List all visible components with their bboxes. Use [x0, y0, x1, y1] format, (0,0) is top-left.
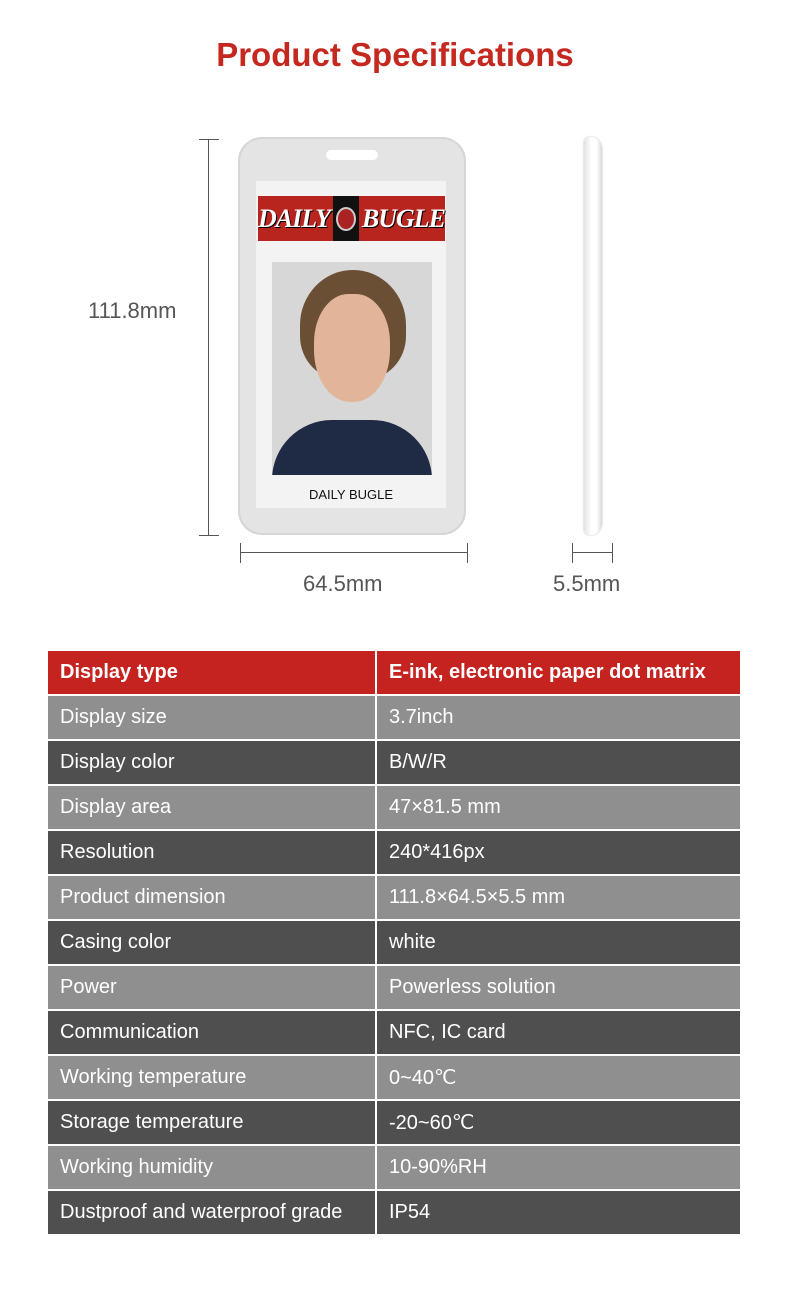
- spec-row: Working temperature 0~40℃: [46, 1054, 742, 1101]
- dimension-tick: [199, 535, 219, 536]
- spec-row: Display type E-ink, electronic paper dot …: [46, 649, 742, 696]
- width-label: 64.5mm: [303, 571, 383, 596]
- dimension-tick: [612, 543, 613, 563]
- spec-row: Resolution 240*416px: [46, 829, 742, 876]
- newspaper-logo: DAILY BUGLE: [258, 196, 446, 241]
- dimension-tick: [467, 543, 468, 563]
- height-label: 111.8mm: [88, 298, 177, 323]
- logo-text-right: BUGLE: [361, 203, 446, 233]
- spec-label: Dustproof and waterproof grade: [46, 1189, 377, 1236]
- spec-label: Working humidity: [46, 1144, 377, 1191]
- spec-label: Display type: [46, 649, 377, 696]
- thickness-dimension-line: [572, 552, 613, 553]
- spec-label: Product dimension: [46, 874, 377, 921]
- thickness-label: 5.5mm: [553, 571, 621, 596]
- eink-screen: DAILY BUGLE DAILY BUGLE: [256, 181, 446, 508]
- bugle-emblem-icon: [333, 196, 359, 241]
- spec-value: NFC, IC card: [375, 1009, 742, 1056]
- dimension-tick: [199, 139, 219, 140]
- spec-row: Casing color white: [46, 919, 742, 966]
- spec-value: 10-90%RH: [375, 1144, 742, 1191]
- spec-value: -20~60℃: [375, 1099, 742, 1146]
- badge-front-view: DAILY BUGLE DAILY BUGLE: [238, 137, 466, 535]
- spec-row: Storage temperature -20~60℃: [46, 1099, 742, 1146]
- spec-row: Communication NFC, IC card: [46, 1009, 742, 1056]
- logo-text-left: DAILY: [258, 203, 331, 233]
- portrait-photo: [272, 262, 432, 475]
- spec-value: 3.7inch: [375, 694, 742, 741]
- spec-value: white: [375, 919, 742, 966]
- badge-caption: DAILY BUGLE: [308, 487, 394, 502]
- spec-row: Working humidity 10-90%RH: [46, 1144, 742, 1191]
- lanyard-slot: [326, 150, 378, 160]
- spec-row: Power Powerless solution: [46, 964, 742, 1011]
- spec-label: Storage temperature: [46, 1099, 377, 1146]
- dimension-tick: [572, 543, 573, 563]
- spec-label: Display size: [46, 694, 377, 741]
- spec-value: 240*416px: [375, 829, 742, 876]
- spec-label: Communication: [46, 1009, 377, 1056]
- spec-value: IP54: [375, 1189, 742, 1236]
- spec-row: Display area 47×81.5 mm: [46, 784, 742, 831]
- spec-row: Display color B/W/R: [46, 739, 742, 786]
- spec-row: Product dimension 111.8×64.5×5.5 mm: [46, 874, 742, 921]
- spec-value: E-ink, electronic paper dot matrix: [375, 649, 742, 696]
- height-dimension-line: [208, 139, 209, 535]
- spec-label: Casing color: [46, 919, 377, 966]
- dimension-tick: [240, 543, 241, 563]
- spec-table: Display type E-ink, electronic paper dot …: [46, 649, 742, 1236]
- spec-label: Power: [46, 964, 377, 1011]
- spec-value: 47×81.5 mm: [375, 784, 742, 831]
- spec-row: Dustproof and waterproof grade IP54: [46, 1189, 742, 1236]
- spec-value: 0~40℃: [375, 1054, 742, 1101]
- spec-label: Display color: [46, 739, 377, 786]
- spec-label: Resolution: [46, 829, 377, 876]
- spec-value: 111.8×64.5×5.5 mm: [375, 874, 742, 921]
- spec-value: Powerless solution: [375, 964, 742, 1011]
- spec-value: B/W/R: [375, 739, 742, 786]
- width-dimension-line: [240, 552, 468, 553]
- spec-label: Display area: [46, 784, 377, 831]
- page-title: Product Specifications: [216, 36, 574, 73]
- spec-row: Display size 3.7inch: [46, 694, 742, 741]
- spec-label: Working temperature: [46, 1054, 377, 1101]
- badge-side-view: [584, 137, 602, 535]
